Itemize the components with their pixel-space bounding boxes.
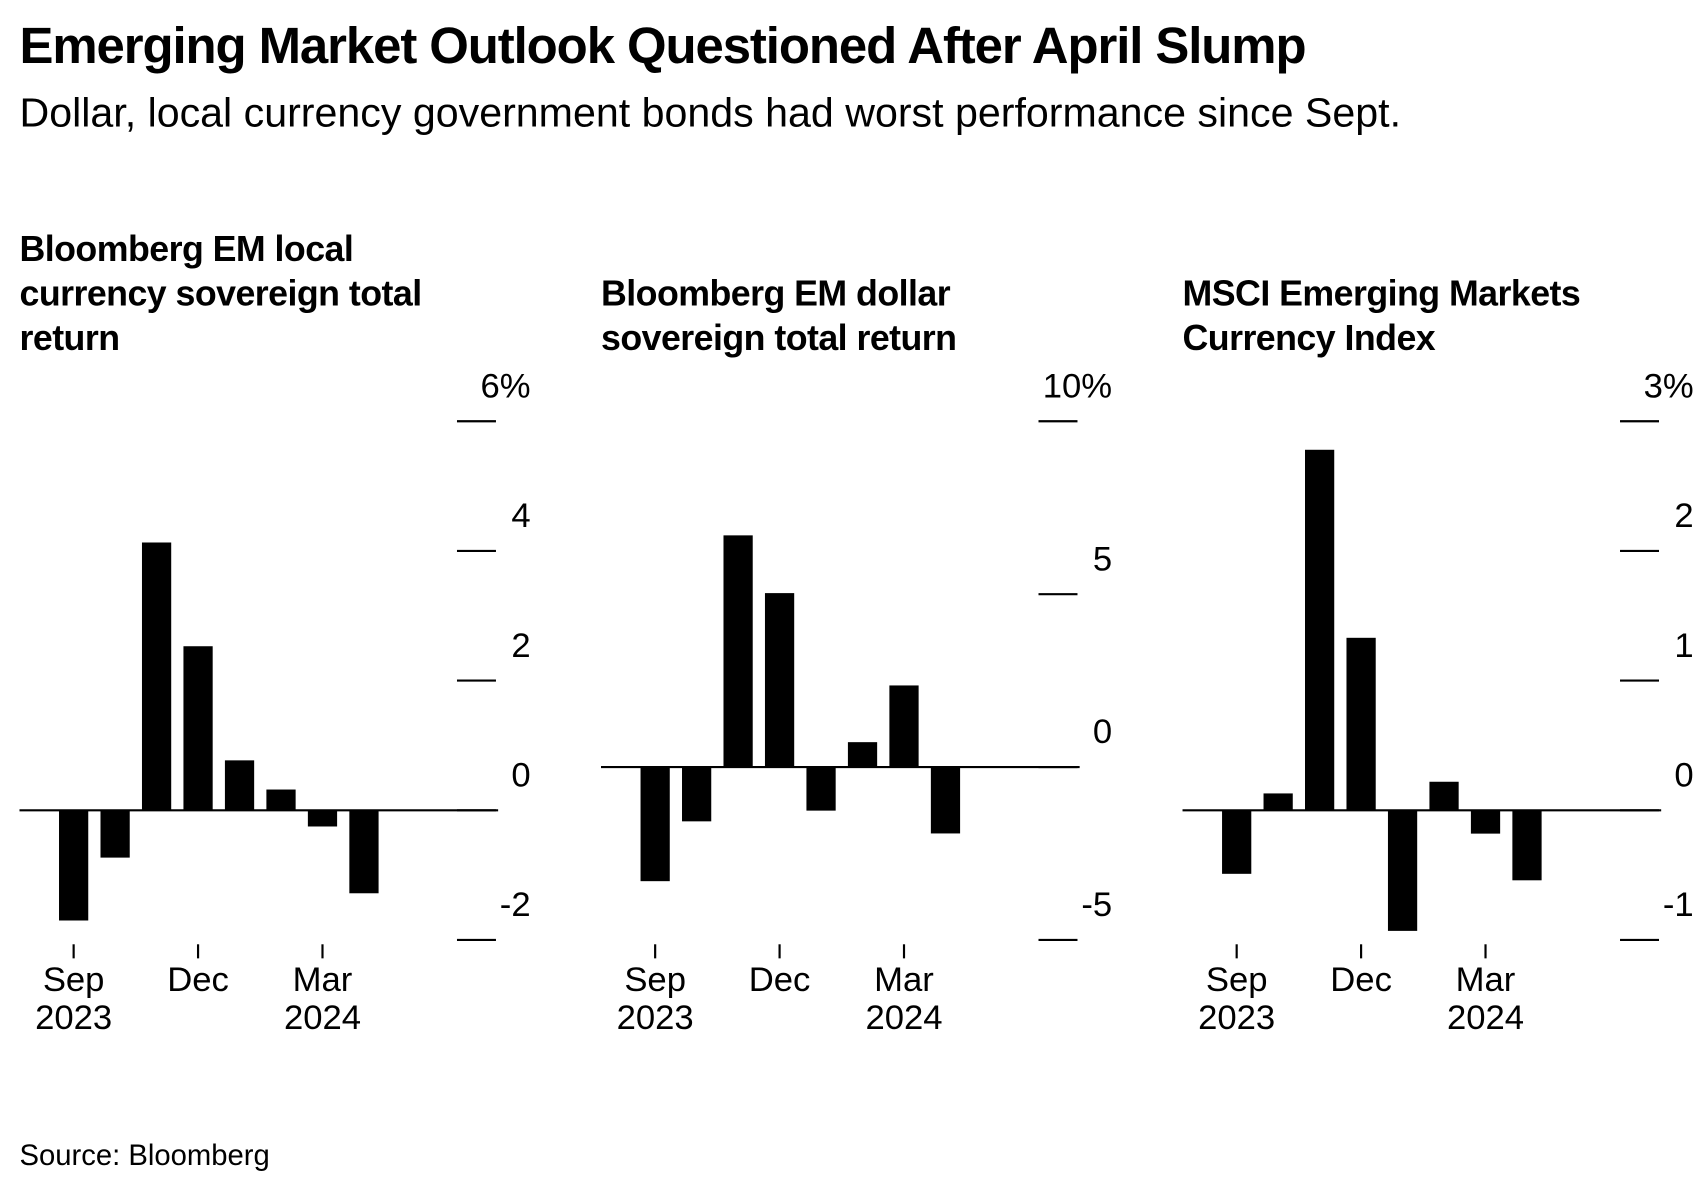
bar bbox=[930, 767, 961, 834]
bar bbox=[806, 767, 836, 811]
page-title: Emerging Market Outlook Questioned After… bbox=[19, 16, 1306, 74]
bar bbox=[1263, 793, 1293, 811]
bar bbox=[723, 535, 753, 768]
bar bbox=[1429, 781, 1459, 811]
x-tick-label-line: 2023 bbox=[1198, 999, 1275, 1037]
x-tick-label-line: Mar bbox=[293, 961, 353, 999]
page-subtitle: Dollar, local currency government bonds … bbox=[19, 90, 1402, 137]
y-tick-label: 5 bbox=[1093, 540, 1112, 578]
y-tick-label: 2 bbox=[511, 627, 530, 665]
x-tick-label-line: Sep bbox=[43, 961, 105, 999]
x-tick-label: Mar 2024 bbox=[865, 961, 942, 1037]
y-tick-label: 1 bbox=[1674, 627, 1693, 665]
x-tick-label: Mar 2024 bbox=[1447, 961, 1524, 1037]
bar bbox=[59, 810, 89, 921]
bar bbox=[1512, 810, 1542, 881]
x-tick-label: Dec bbox=[749, 961, 811, 999]
y-tick-label: 3% bbox=[1644, 367, 1694, 405]
x-tick-label-line: 2023 bbox=[35, 999, 112, 1037]
x-tick-label: Sep 2023 bbox=[1198, 961, 1275, 1037]
bar bbox=[307, 810, 338, 827]
bar bbox=[141, 542, 172, 811]
source: Source: Bloomberg bbox=[19, 1139, 270, 1172]
x-tick-label-line: Sep bbox=[1206, 961, 1268, 999]
x-tick-label-line: 2024 bbox=[1447, 999, 1524, 1037]
bar bbox=[266, 789, 296, 811]
bar bbox=[100, 810, 130, 858]
x-tick-label: Sep 2023 bbox=[35, 961, 112, 1037]
y-tick-label: -1 bbox=[1663, 886, 1694, 924]
chart-title: Bloomberg EM dollar sovereign total retu… bbox=[601, 272, 957, 358]
x-tick-label-line: Dec bbox=[749, 961, 811, 999]
y-tick-label: 0 bbox=[1674, 756, 1693, 794]
x-tick-label: Sep 2023 bbox=[617, 961, 694, 1037]
bar bbox=[1470, 810, 1501, 834]
x-tick-label-line: Mar bbox=[1456, 961, 1516, 999]
x-tick-label-line: 2024 bbox=[865, 999, 942, 1037]
x-tick-label-line: 2023 bbox=[617, 999, 694, 1037]
bar bbox=[682, 767, 712, 822]
bar bbox=[349, 810, 379, 894]
y-tick-label: 2 bbox=[1674, 497, 1693, 535]
x-tick-label: Dec bbox=[1330, 961, 1392, 999]
chart-title: MSCI Emerging Markets Currency Index bbox=[1182, 272, 1581, 358]
y-tick-label: -2 bbox=[500, 886, 531, 924]
bar bbox=[764, 593, 795, 768]
x-tick-label-line: Dec bbox=[167, 961, 229, 999]
bar bbox=[640, 767, 670, 882]
y-tick-label: -5 bbox=[1081, 886, 1112, 924]
x-tick-label-line: 2024 bbox=[284, 999, 361, 1037]
x-tick-label-line: Dec bbox=[1330, 961, 1392, 999]
bar bbox=[224, 760, 255, 811]
bar bbox=[1222, 810, 1252, 874]
bar bbox=[889, 685, 919, 768]
bar bbox=[183, 646, 213, 811]
y-tick-label: 0 bbox=[1093, 713, 1112, 751]
bar bbox=[1387, 810, 1418, 931]
x-tick-label: Mar 2024 bbox=[284, 961, 361, 1037]
y-tick-label: 10% bbox=[1043, 367, 1112, 405]
x-tick-label: Dec bbox=[167, 961, 229, 999]
bar bbox=[847, 742, 878, 768]
y-tick-label: 4 bbox=[511, 497, 530, 535]
chart-title: Bloomberg EM local currency sovereign to… bbox=[19, 228, 422, 358]
y-tick-label: 0 bbox=[511, 756, 530, 794]
bar bbox=[1346, 637, 1376, 811]
y-tick-label: 6% bbox=[481, 367, 531, 405]
x-tick-label-line: Mar bbox=[874, 961, 934, 999]
x-tick-label-line: Sep bbox=[624, 961, 686, 999]
bar bbox=[1305, 449, 1335, 811]
